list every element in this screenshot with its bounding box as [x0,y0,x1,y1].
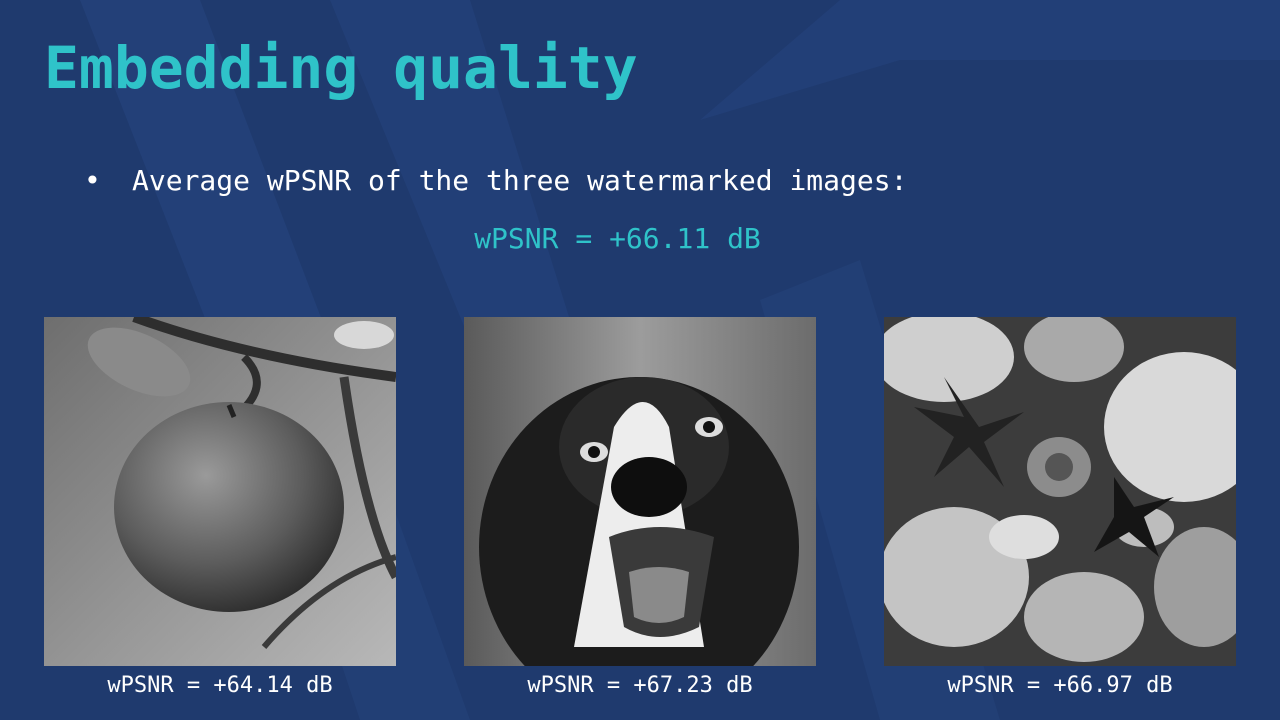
dog-image [464,317,816,666]
bullet-text: Average wPSNR of the three watermarked i… [132,164,908,197]
apple-image [44,317,396,666]
seashells-caption: wPSNR = +66.97 dB [947,673,1173,698]
bullet-marker: • [84,164,101,197]
seashells-image [884,317,1236,666]
average-wpsnr: wPSNR = +66.11 dB [474,222,761,255]
dog-caption: wPSNR = +67.23 dB [527,673,753,698]
apple-caption: wPSNR = +64.14 dB [107,673,333,698]
bullet-item: • Average wPSNR of the three watermarked … [84,164,907,197]
page-title: Embedding quality [44,34,638,102]
